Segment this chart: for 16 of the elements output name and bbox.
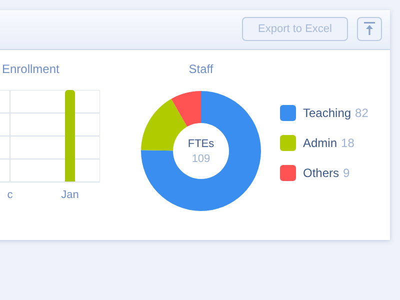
donut-slice [171,91,201,127]
x-tick-label: c [7,188,14,201]
donut-slice [141,91,261,211]
data-label: 18 [341,136,354,150]
data-label: 9 [343,166,350,180]
x-tick-label: Jan [61,188,79,201]
text: Export to Excel [242,17,348,41]
text: FTEs [186,137,216,152]
chart-title: Staff [188,62,214,76]
legend-label: Teaching [303,106,352,120]
data-label: 82 [355,106,368,120]
legend-label: Admin [303,136,338,150]
chart-title: Enrollment [2,62,60,76]
legend-label: Others [303,166,340,180]
donut-slice [141,98,188,151]
text: 109 [190,152,212,167]
